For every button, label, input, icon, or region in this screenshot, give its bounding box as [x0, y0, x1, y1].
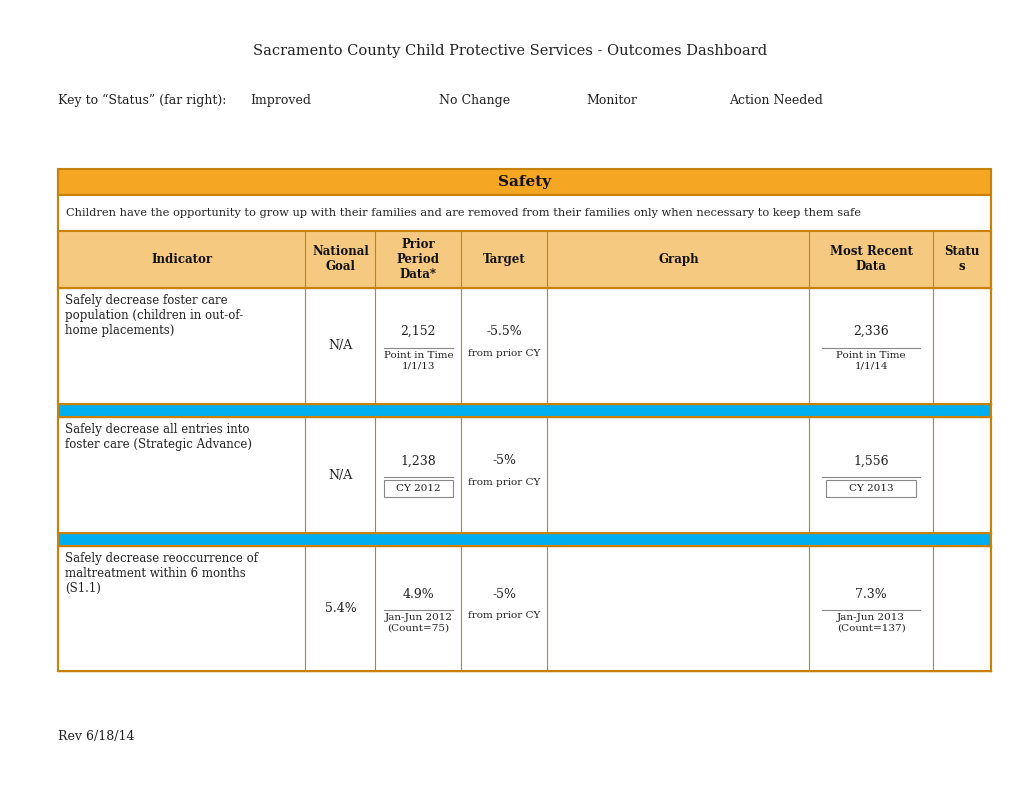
- Text: Children have the opportunity to grow up with their families and are removed fro: Children have the opportunity to grow up…: [66, 208, 860, 217]
- Text: 4.9%: 4.9%: [403, 588, 434, 600]
- Text: -5%: -5%: [492, 455, 516, 467]
- Text: Key to “Status” (far right):: Key to “Status” (far right):: [58, 95, 226, 107]
- Bar: [58, 533, 990, 546]
- Text: from prior CY: from prior CY: [468, 478, 540, 487]
- Text: No Change: No Change: [438, 95, 510, 107]
- Bar: [58, 231, 990, 288]
- FancyBboxPatch shape: [824, 480, 915, 497]
- Text: Monitor: Monitor: [586, 95, 637, 107]
- Text: Safely decrease all entries into
foster care (Strategic Advance): Safely decrease all entries into foster …: [65, 423, 252, 452]
- Bar: [58, 404, 990, 417]
- Text: Indicator: Indicator: [151, 253, 212, 266]
- Text: CY 2012: CY 2012: [395, 484, 440, 493]
- Text: Action Needed: Action Needed: [729, 95, 822, 107]
- Text: Point in Time
1/1/14: Point in Time 1/1/14: [836, 351, 905, 370]
- FancyBboxPatch shape: [383, 480, 452, 497]
- Bar: [58, 195, 990, 231]
- Text: Target: Target: [482, 253, 525, 266]
- Text: Safety: Safety: [497, 175, 551, 189]
- Text: from prior CY: from prior CY: [468, 349, 540, 358]
- Text: Sacramento County Child Protective Services - Outcomes Dashboard: Sacramento County Child Protective Servi…: [253, 44, 766, 58]
- Text: 2,336: 2,336: [852, 325, 888, 338]
- Text: Statu
s: Statu s: [944, 245, 979, 273]
- Text: Most Recent
Data: Most Recent Data: [828, 245, 912, 273]
- Text: from prior CY: from prior CY: [468, 611, 540, 620]
- Bar: [58, 417, 990, 533]
- Text: Safely decrease foster care
population (children in out-of-
home placements): Safely decrease foster care population (…: [65, 294, 244, 337]
- Text: 1,238: 1,238: [400, 455, 436, 467]
- Bar: [58, 288, 990, 404]
- Text: 7.3%: 7.3%: [854, 588, 887, 600]
- Text: 2,152: 2,152: [400, 325, 436, 338]
- Text: Jan-Jun 2013
(Count=137): Jan-Jun 2013 (Count=137): [836, 613, 905, 633]
- Text: Safely decrease reoccurrence of
maltreatment within 6 months
(S1.1): Safely decrease reoccurrence of maltreat…: [65, 552, 258, 596]
- Text: Prior
Period
Data*: Prior Period Data*: [396, 238, 439, 281]
- Bar: [58, 169, 990, 195]
- Text: Improved: Improved: [250, 95, 311, 107]
- Text: Graph: Graph: [657, 253, 698, 266]
- Text: 5.4%: 5.4%: [324, 602, 356, 615]
- Text: -5.5%: -5.5%: [486, 325, 522, 338]
- Text: 1,556: 1,556: [853, 455, 888, 467]
- Text: Point in Time
1/1/13: Point in Time 1/1/13: [383, 351, 452, 370]
- Text: Rev 6/18/14: Rev 6/18/14: [58, 730, 135, 743]
- Text: National
Goal: National Goal: [312, 245, 369, 273]
- Text: Jan-Jun 2012
(Count=75): Jan-Jun 2012 (Count=75): [384, 613, 452, 633]
- Text: N/A: N/A: [328, 469, 353, 481]
- Text: -5%: -5%: [492, 588, 516, 600]
- Bar: [58, 546, 990, 671]
- Text: N/A: N/A: [328, 340, 353, 352]
- Text: CY 2013: CY 2013: [848, 484, 893, 493]
